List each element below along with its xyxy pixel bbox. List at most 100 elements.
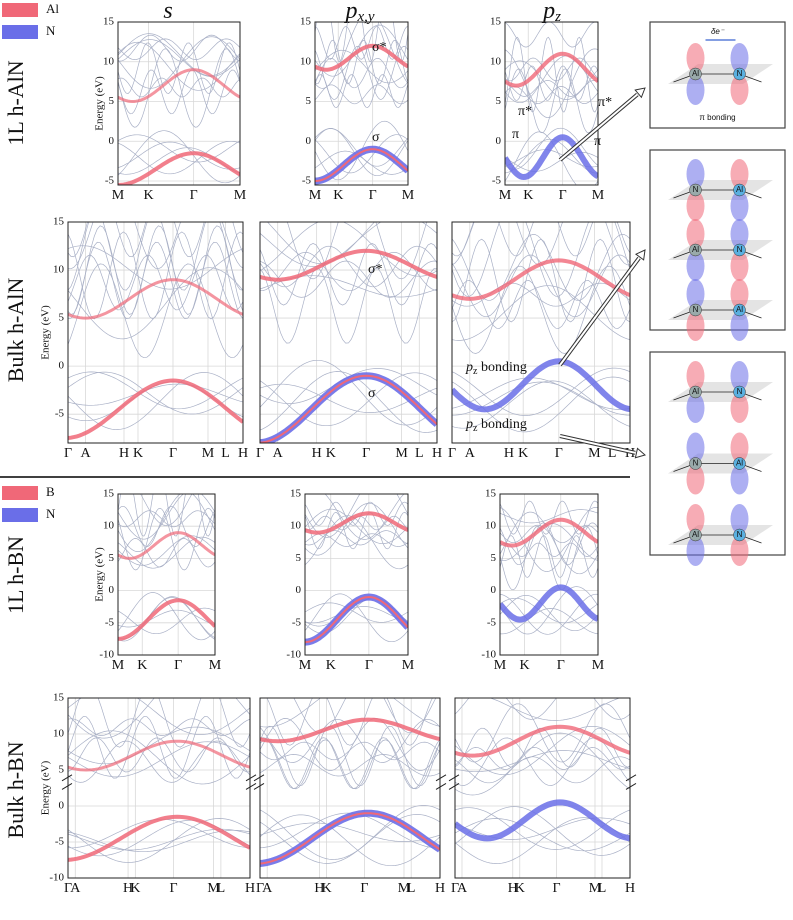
band-line xyxy=(260,739,440,790)
band-line xyxy=(68,718,250,736)
band-line xyxy=(260,260,437,298)
k-point-label: H xyxy=(245,881,255,896)
band-line xyxy=(452,282,630,307)
y-tick-label: 15 xyxy=(103,16,115,28)
band-line xyxy=(305,530,408,546)
projected-band xyxy=(500,517,598,548)
panel xyxy=(68,222,243,443)
k-point-label: M xyxy=(402,188,415,203)
k-point-label: M xyxy=(588,446,601,461)
projected-band xyxy=(118,151,240,185)
band-line xyxy=(118,130,240,184)
annotation-sub: z xyxy=(473,366,478,377)
orbital-lobe xyxy=(686,279,705,309)
annotation: σ* xyxy=(368,262,383,277)
orbital-lobe xyxy=(686,536,705,566)
k-point-label: Γ xyxy=(448,446,456,461)
legend-label: B xyxy=(46,484,55,499)
panel xyxy=(452,222,630,443)
y-tick-label: 10 xyxy=(490,55,502,67)
orbital-lobe xyxy=(730,251,749,281)
band-line xyxy=(118,48,240,128)
annotation-text: σ xyxy=(368,386,376,401)
atom-label: N xyxy=(737,387,743,396)
header-sub: x,y xyxy=(356,9,374,25)
k-point-label: K xyxy=(137,658,147,673)
orbital-lobe xyxy=(686,75,705,105)
y-tick-label: 0 xyxy=(496,135,502,147)
panel-frame xyxy=(504,21,599,186)
legend-label: N xyxy=(46,23,56,38)
annotation-text: p xyxy=(465,360,473,375)
orbital-lobe xyxy=(730,159,749,189)
k-point-label: Γ xyxy=(64,881,72,896)
orbital-lobe xyxy=(730,191,749,221)
band-line xyxy=(260,822,440,842)
k-point-label: Γ xyxy=(169,446,177,461)
annotation: σ xyxy=(368,386,376,401)
y-tick-label: 15 xyxy=(103,488,115,500)
band-line xyxy=(505,86,598,104)
k-point-label: Γ xyxy=(190,188,198,203)
panel-frame xyxy=(314,21,409,186)
y-tick-label: 5 xyxy=(491,552,497,564)
orbital-lobe xyxy=(686,43,705,73)
annotation: π xyxy=(594,134,601,149)
k-point-label: K xyxy=(519,658,529,673)
band-line xyxy=(500,524,598,544)
projected-band xyxy=(260,374,437,443)
k-point-label: H xyxy=(312,446,322,461)
band-line xyxy=(68,241,243,319)
k-point-label: A xyxy=(465,446,476,461)
k-point-label: Γ xyxy=(362,446,370,461)
k-point-label: M xyxy=(592,188,605,203)
orbital-lobe xyxy=(730,393,749,423)
band-line xyxy=(452,367,630,416)
band-line xyxy=(489,698,621,721)
atom-label: N xyxy=(693,459,699,468)
band-line xyxy=(118,39,240,77)
band-line xyxy=(260,741,440,761)
k-point-label: M xyxy=(299,658,312,673)
band-line xyxy=(118,34,240,62)
k-point-label: M xyxy=(209,658,222,673)
atom-label: Al xyxy=(736,305,743,314)
k-point-label: K xyxy=(523,188,533,203)
k-point-label: H xyxy=(314,881,324,896)
band-line xyxy=(500,522,598,566)
projected-band xyxy=(305,595,408,644)
panel xyxy=(260,698,440,878)
k-point-label: K xyxy=(326,658,336,673)
y-tick-label: -5 xyxy=(55,408,65,420)
y-tick-label: 10 xyxy=(485,520,497,532)
band-line xyxy=(68,222,243,291)
k-point-label: K xyxy=(143,188,153,203)
y-tick-label: -10 xyxy=(481,649,496,661)
annotation-text: σ xyxy=(372,130,380,145)
panel-frame xyxy=(117,493,216,656)
band-line xyxy=(118,609,215,628)
band-line xyxy=(118,507,215,571)
k-point-label: A xyxy=(70,881,81,896)
band-line xyxy=(455,756,630,784)
axis-break xyxy=(448,774,637,790)
k-point-label: A xyxy=(273,446,284,461)
y-tick-label: 15 xyxy=(53,216,65,228)
k-point-label: M xyxy=(494,658,507,673)
band-line xyxy=(455,750,630,773)
annotation: π* xyxy=(598,95,612,110)
k-point-label: L xyxy=(217,881,226,896)
band-line xyxy=(315,49,408,84)
orbital-lobe xyxy=(730,311,749,341)
projected-band xyxy=(505,51,598,88)
band-line xyxy=(140,494,193,526)
orbital-lobe xyxy=(686,219,705,249)
panel xyxy=(315,22,408,185)
band-line xyxy=(260,718,440,763)
y-tick-label: 15 xyxy=(490,16,502,28)
panel xyxy=(68,698,250,878)
band-line xyxy=(118,69,240,115)
row-label: 1L h-BN xyxy=(3,536,28,614)
y-tick-label: 15 xyxy=(53,692,65,704)
